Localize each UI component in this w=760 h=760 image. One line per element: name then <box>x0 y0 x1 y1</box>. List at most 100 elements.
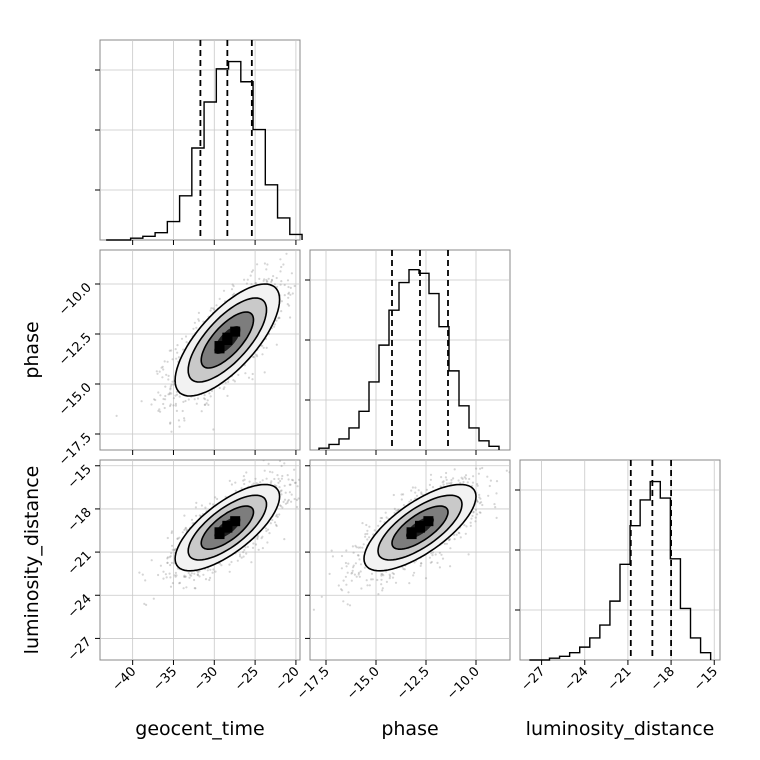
sample-point <box>143 602 146 606</box>
sample-point <box>388 573 391 576</box>
sample-point <box>158 370 161 373</box>
sample-point <box>430 560 433 564</box>
sample-point <box>351 545 354 548</box>
sample-point <box>431 551 435 554</box>
sample-point <box>479 511 482 514</box>
x-tick-label: −24 <box>562 664 592 694</box>
sample-point <box>417 489 420 492</box>
sample-point <box>193 587 196 590</box>
sample-point <box>263 469 266 472</box>
sample-point <box>185 341 188 344</box>
sample-point <box>171 582 174 585</box>
sample-point <box>271 518 274 522</box>
marginal-panel-luminosity-distance: −27 −24 −21 −18 −15 <box>515 459 721 694</box>
sample-point <box>305 461 307 463</box>
sample-point <box>255 282 258 285</box>
sample-point <box>286 303 289 306</box>
sample-point <box>411 486 414 489</box>
sample-point <box>295 505 299 509</box>
sample-point <box>414 497 417 500</box>
sample-point <box>194 506 197 509</box>
sample-point <box>448 538 451 541</box>
sample-point <box>494 506 497 509</box>
sample-point <box>171 380 174 383</box>
sample-point <box>279 479 282 483</box>
sample-point <box>163 406 166 410</box>
sample-point <box>287 498 290 502</box>
sample-point <box>393 511 396 514</box>
sample-point <box>429 473 433 476</box>
sample-point <box>320 595 323 598</box>
sample-point <box>365 579 368 582</box>
sample-point <box>266 528 270 531</box>
sample-point <box>286 474 289 477</box>
sample-point <box>176 344 179 347</box>
sample-point <box>495 492 498 495</box>
sample-point <box>474 508 478 511</box>
sample-point <box>193 321 196 324</box>
sample-point <box>265 278 268 282</box>
sample-point <box>275 319 278 322</box>
y-tick-label: −17.5 <box>56 430 95 469</box>
sample-point <box>209 309 212 312</box>
sample-point <box>183 528 186 532</box>
sample-point <box>381 589 384 592</box>
sample-point <box>275 484 278 488</box>
sample-point <box>161 376 164 379</box>
sample-point <box>431 486 435 489</box>
sample-point <box>342 579 345 582</box>
sample-point <box>359 570 362 573</box>
joint-panel-phase-vs-luminosity-distance: −17.5 −15.0 −12.5 −10.0 <box>294 459 511 703</box>
sample-point <box>169 576 172 579</box>
sample-point <box>202 573 205 576</box>
joint-density <box>115 252 296 433</box>
sample-point <box>431 554 434 557</box>
sample-point <box>287 285 290 289</box>
sample-point <box>472 510 475 513</box>
y-tick-label: −18 <box>65 505 95 535</box>
sample-point <box>150 403 153 406</box>
sample-point <box>269 481 272 485</box>
sample-point <box>402 493 405 496</box>
sample-point <box>250 561 253 564</box>
sample-point <box>265 529 268 533</box>
y-tick-label: −24 <box>65 591 95 621</box>
sample-point <box>211 571 214 574</box>
sample-point <box>384 511 387 514</box>
sample-point <box>440 476 443 479</box>
sample-point <box>476 500 479 503</box>
sample-point <box>289 293 292 296</box>
sample-point <box>150 559 153 562</box>
sample-point <box>372 533 375 536</box>
sample-point <box>232 285 235 288</box>
sample-point <box>379 516 382 520</box>
sample-point <box>360 587 363 590</box>
sample-point <box>340 588 343 591</box>
sample-point <box>230 483 233 486</box>
sample-point <box>170 561 173 565</box>
sample-point <box>287 304 291 307</box>
sample-point <box>244 546 247 549</box>
sample-point <box>280 493 283 496</box>
histogram-step <box>106 60 303 241</box>
sample-point <box>178 581 182 585</box>
density-peak-cell <box>214 341 225 352</box>
sample-point <box>160 366 163 369</box>
sample-point <box>352 566 355 569</box>
sample-point <box>242 555 245 558</box>
sample-point <box>270 480 273 483</box>
sample-point <box>228 479 231 482</box>
sample-point <box>294 481 297 484</box>
sample-point <box>283 538 286 541</box>
sample-point <box>293 497 296 501</box>
sample-point <box>157 573 160 577</box>
sample-point <box>246 545 249 549</box>
sample-point <box>391 572 394 575</box>
sample-point <box>162 577 165 580</box>
sample-point <box>264 527 267 530</box>
sample-point <box>280 489 283 492</box>
sample-point <box>464 532 467 535</box>
sample-point <box>364 535 367 538</box>
sample-point <box>140 400 143 403</box>
sample-point <box>224 381 227 384</box>
